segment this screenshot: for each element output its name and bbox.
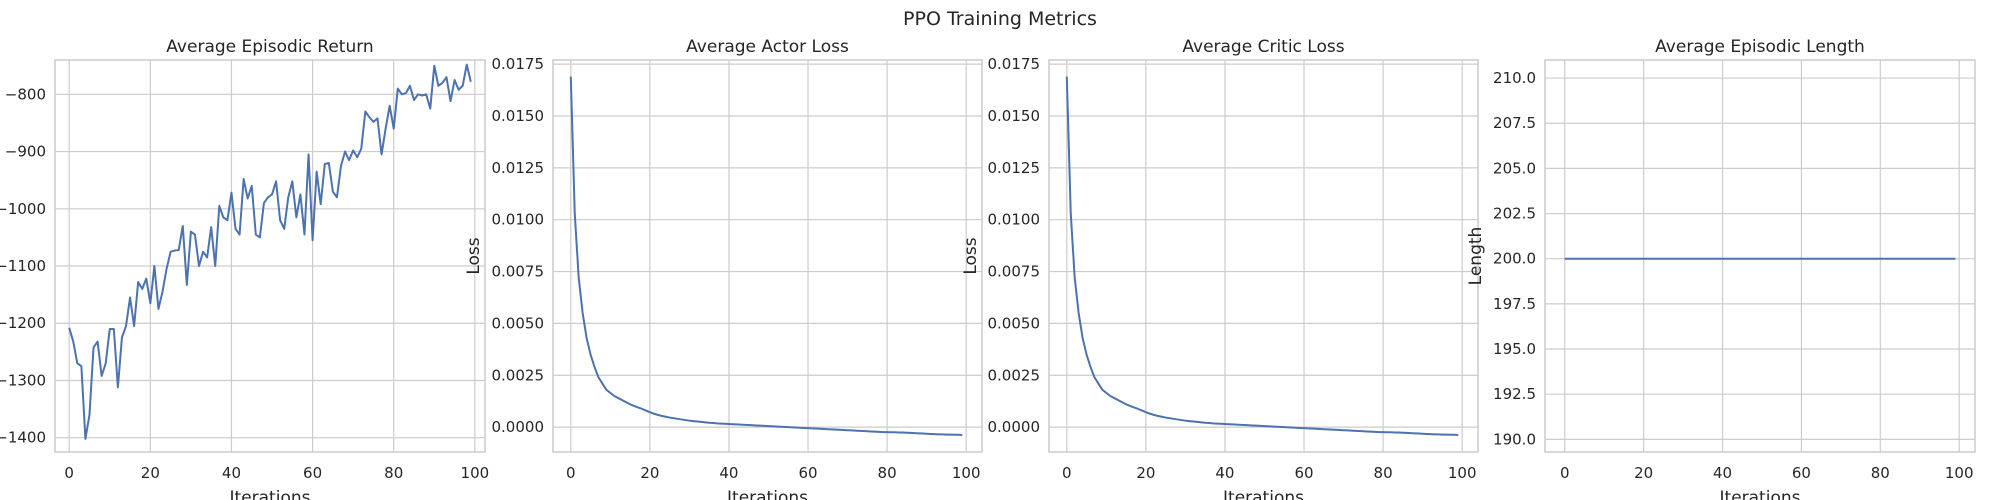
y-tick-label: −1200: [0, 314, 46, 332]
y-tick-label: 190.0: [1493, 430, 1536, 448]
x-tick-label: 40: [719, 464, 738, 482]
y-tick-label: 0.0025: [988, 366, 1041, 384]
y-tick-label: 0.0075: [492, 263, 545, 281]
x-tick-label: 40: [1713, 464, 1732, 482]
y-tick-label: 195.0: [1493, 340, 1536, 358]
axes-frame: [1544, 59, 1976, 453]
y-tick-label: −900: [5, 143, 46, 161]
axes-frame: [54, 59, 486, 453]
x-tick-label: 20: [141, 464, 160, 482]
y-tick-label: −1300: [0, 371, 46, 389]
x-tick-label: 0: [64, 464, 74, 482]
y-tick-label: 0.0075: [988, 263, 1041, 281]
x-tick-label: 100: [952, 464, 981, 482]
y-tick-label: 0.0175: [492, 55, 545, 73]
y-tick-label: 192.5: [1493, 385, 1536, 403]
x-tick-label: 100: [1448, 464, 1477, 482]
y-tick-label: 0.0125: [492, 159, 545, 177]
x-tick-label: 60: [303, 464, 322, 482]
y-tick-label: 207.5: [1493, 114, 1536, 132]
x-tick-label: 40: [222, 464, 241, 482]
axes-frame: [1048, 59, 1479, 453]
x-tick-label: 0: [566, 464, 576, 482]
y-tick-label: −1100: [0, 257, 46, 275]
y-tick-label: 205.0: [1493, 159, 1536, 177]
x-tick-label: 20: [1136, 464, 1155, 482]
y-tick-label: 0.0125: [988, 159, 1041, 177]
y-tick-label: 0.0050: [492, 314, 545, 332]
axes-frame: [552, 59, 983, 453]
y-tick-label: −1400: [0, 429, 46, 447]
y-tick-label: 0.0150: [492, 107, 545, 125]
y-tick-label: 0.0000: [988, 418, 1041, 436]
x-axis-label: Iterations: [1223, 488, 1304, 500]
y-tick-label: 202.5: [1493, 205, 1536, 223]
subplots: 0 20 40 60 80 100 −1400 −1300 −1200 −1100 −1000 −90…: [0, 37, 1976, 500]
subplot-title: Average Episodic Return: [166, 37, 373, 57]
x-tick-label: 40: [1215, 464, 1234, 482]
y-tick-label: 0.0050: [988, 314, 1041, 332]
x-tick-label: 0: [1062, 464, 1072, 482]
figure-title: PPO Training Metrics: [903, 8, 1097, 30]
y-tick-label: 0.0150: [988, 107, 1041, 125]
x-tick-label: 100: [461, 464, 490, 482]
subplot-title: Average Actor Loss: [686, 37, 849, 57]
subplot-1: 0 20 40 60 80 100 −1400 −1300 −1200 −1100 −1000 −90…: [0, 37, 489, 500]
y-tick-label: −1000: [0, 200, 46, 218]
x-tick-label: 80: [1871, 464, 1890, 482]
x-tick-label: 20: [1634, 464, 1653, 482]
series-line: [1065, 76, 1459, 436]
y-axis-label: Length: [1466, 227, 1486, 286]
series-line: [68, 63, 472, 440]
x-tick-label: 80: [1374, 464, 1393, 482]
x-tick-label: 100: [1945, 464, 1974, 482]
y-tick-label: 0.0100: [988, 211, 1041, 229]
x-axis-label: Iterations: [1720, 488, 1801, 500]
y-axis-label: Loss: [464, 237, 484, 274]
y-tick-label: 0.0025: [492, 366, 545, 384]
y-tick-label: 200.0: [1493, 250, 1536, 268]
series-line: [569, 76, 963, 436]
subplot-4: 0 20 40 60 80 100 190.0 192.5 195.0 197.5 200.0 202…: [1466, 37, 1976, 500]
y-tick-label: 210.0: [1493, 69, 1536, 87]
x-tick-label: 20: [640, 464, 659, 482]
x-tick-label: 0: [1560, 464, 1570, 482]
x-tick-label: 80: [878, 464, 897, 482]
x-axis-label: Iterations: [230, 488, 311, 500]
y-tick-label: −800: [5, 85, 46, 103]
x-tick-label: 60: [798, 464, 817, 482]
y-tick-label: 0.0175: [988, 55, 1041, 73]
y-tick-label: 197.5: [1493, 295, 1536, 313]
x-tick-label: 80: [384, 464, 403, 482]
x-tick-label: 60: [1792, 464, 1811, 482]
subplot-2: 0 20 40 60 80 100 0.0000 0.0025 0.0050 0.0075 0.01…: [464, 37, 983, 500]
y-tick-label: 0.0100: [492, 211, 545, 229]
y-axis-label: Loss: [961, 237, 981, 274]
subplot-title: Average Critic Loss: [1182, 37, 1344, 57]
x-tick-label: 60: [1294, 464, 1313, 482]
y-tick-label: 0.0000: [492, 418, 545, 436]
subplot-3: 0 20 40 60 80 100 0.0000 0.0025 0.0050 0.0075 0.01…: [961, 37, 1479, 500]
x-axis-label: Iterations: [727, 488, 808, 500]
subplot-title: Average Episodic Length: [1655, 37, 1865, 57]
